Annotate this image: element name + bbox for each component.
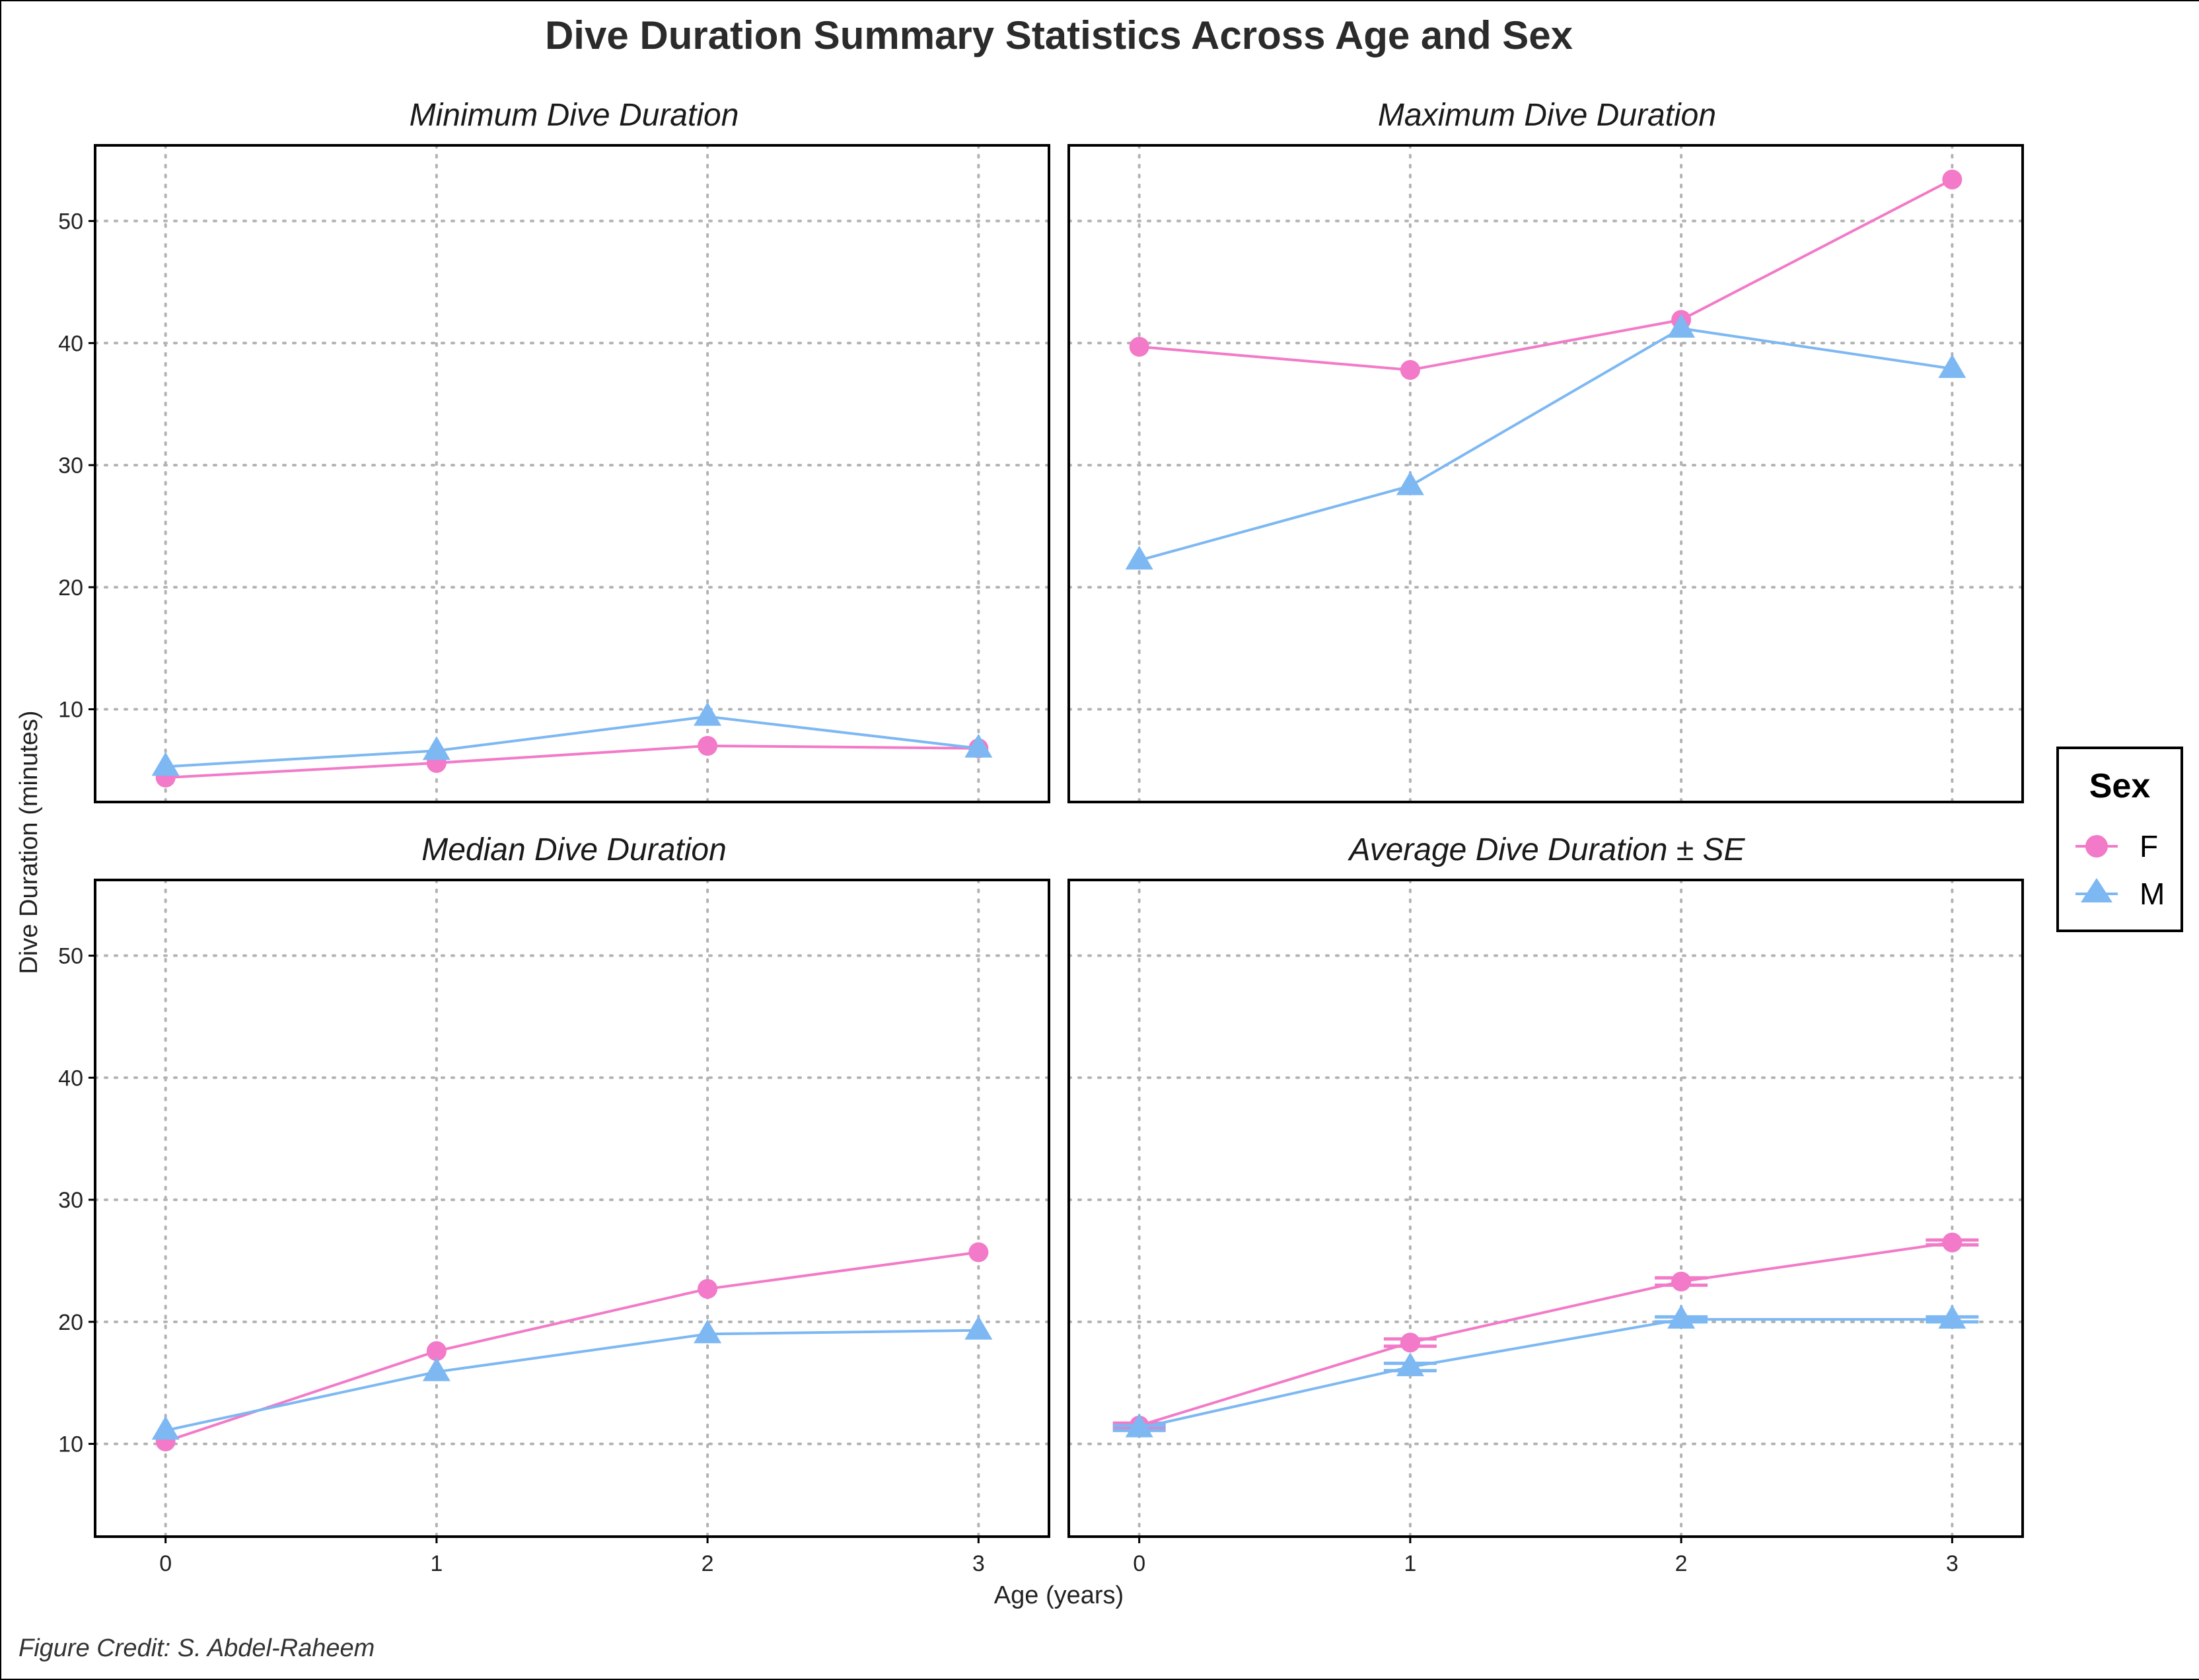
x-tick-label: 2 (1675, 1551, 1688, 1576)
x-tick-label: 1 (430, 1551, 443, 1576)
legend-marker-m (2081, 878, 2112, 902)
panel-title-minimum: Minimum Dive Duration (410, 98, 739, 133)
series-line-m (165, 1329, 979, 1432)
data-point-m (1938, 354, 1966, 379)
data-point-m (1667, 1305, 1696, 1329)
panel-average: Average Dive Duration ± SE 0 1 2 3 (1067, 832, 2024, 1576)
y-tick-label: 10 (58, 698, 83, 723)
data-point-m (1125, 1413, 1153, 1438)
legend-box (2056, 747, 2183, 932)
panel-grid (1067, 144, 2024, 803)
series-line-f (165, 745, 979, 780)
legend-entry-m: M (2075, 877, 2165, 911)
panel-grid (94, 144, 1050, 803)
data-point-m (151, 752, 180, 776)
legend: Sex F M (2056, 747, 2183, 932)
data-point-f (698, 736, 718, 756)
x-tick-label: 0 (1133, 1551, 1145, 1576)
x-axis-label: Age (years) (994, 1582, 1124, 1609)
figure-credit: Figure Credit: S. Abdel-Raheem (18, 1634, 375, 1662)
data-point-m (422, 736, 451, 760)
data-point-m (694, 702, 722, 726)
series-line-f (1139, 1241, 1953, 1427)
panel-marks (151, 1242, 993, 1451)
panel-grid (94, 879, 1050, 1538)
data-point-f (698, 1278, 718, 1299)
data-point-m (694, 1319, 722, 1344)
x-axis-ticks: 0 1 2 3 (159, 1537, 985, 1576)
data-point-f (426, 1341, 447, 1362)
data-point-f (1129, 336, 1149, 357)
legend-entry-f: F (2075, 829, 2158, 863)
y-tick-label: 20 (58, 1310, 83, 1335)
x-tick-label: 3 (972, 1551, 985, 1576)
panel-title-maximum: Maximum Dive Duration (1378, 98, 1716, 133)
data-point-f (1400, 1333, 1420, 1353)
data-point-m (1938, 1305, 1966, 1329)
x-tick-label: 1 (1404, 1551, 1416, 1576)
series-line-m (1139, 327, 1953, 562)
panel-title-median: Median Dive Duration (421, 832, 727, 867)
panel-frame (94, 144, 1050, 803)
data-point-m (1396, 1352, 1424, 1377)
panel-frame (94, 879, 1050, 1538)
panel-grid (1067, 879, 2024, 1538)
x-tick-label: 3 (1946, 1551, 1959, 1576)
data-point-f (1671, 1271, 1692, 1292)
data-point-m (1125, 546, 1153, 570)
series-line-m (165, 715, 979, 768)
panel-frame (1067, 879, 2024, 1538)
legend-marker-f (2085, 835, 2108, 858)
x-axis-ticks: 0 1 2 3 (1133, 1537, 1959, 1576)
panel-marks (151, 702, 993, 788)
series-line-f (165, 1251, 979, 1443)
data-point-m (422, 1357, 451, 1381)
panel-frame (1067, 144, 2024, 803)
chart-title: Dive Duration Summary Statistics Across … (545, 13, 1573, 57)
y-tick-label: 20 (58, 575, 83, 601)
y-tick-label: 50 (58, 944, 83, 969)
panel-title-average: Average Dive Duration ± SE (1347, 832, 1745, 867)
y-axis-ticks: 10 20 30 40 50 (58, 209, 95, 723)
panel-median: Median Dive Duration 10 20 30 40 50 0 1 2 3 (58, 832, 1050, 1576)
panel-marks (1112, 1232, 1979, 1438)
y-axis-ticks: 10 20 30 40 50 (58, 944, 95, 1457)
series-line-f (1139, 178, 1953, 371)
x-tick-label: 0 (159, 1551, 172, 1576)
y-tick-label: 50 (58, 209, 83, 235)
y-axis-label: Dive Duration (minutes) (15, 710, 43, 974)
legend-title: Sex (2089, 767, 2151, 805)
y-tick-label: 40 (58, 1066, 83, 1091)
data-point-m (151, 1416, 180, 1440)
y-tick-label: 10 (58, 1432, 83, 1457)
data-point-f (968, 1242, 989, 1262)
y-tick-label: 30 (58, 453, 83, 478)
data-point-m (964, 1315, 993, 1340)
data-point-m (1667, 314, 1696, 338)
series-line-m (1139, 1318, 1953, 1430)
panel-marks (1125, 169, 1966, 570)
data-point-m (964, 733, 993, 758)
data-point-f (1942, 169, 1963, 190)
legend-label-m: M (2140, 877, 2165, 911)
data-point-m (1396, 471, 1424, 495)
data-point-f (1400, 359, 1420, 380)
data-point-f (1942, 1232, 1963, 1253)
legend-label-f: F (2140, 829, 2158, 863)
y-tick-label: 30 (58, 1188, 83, 1213)
panel-minimum: Minimum Dive Duration 10 20 30 40 50 (58, 98, 1050, 803)
panel-maximum: Maximum Dive Duration (1067, 98, 2024, 803)
x-tick-label: 2 (702, 1551, 714, 1576)
y-tick-label: 40 (58, 331, 83, 356)
